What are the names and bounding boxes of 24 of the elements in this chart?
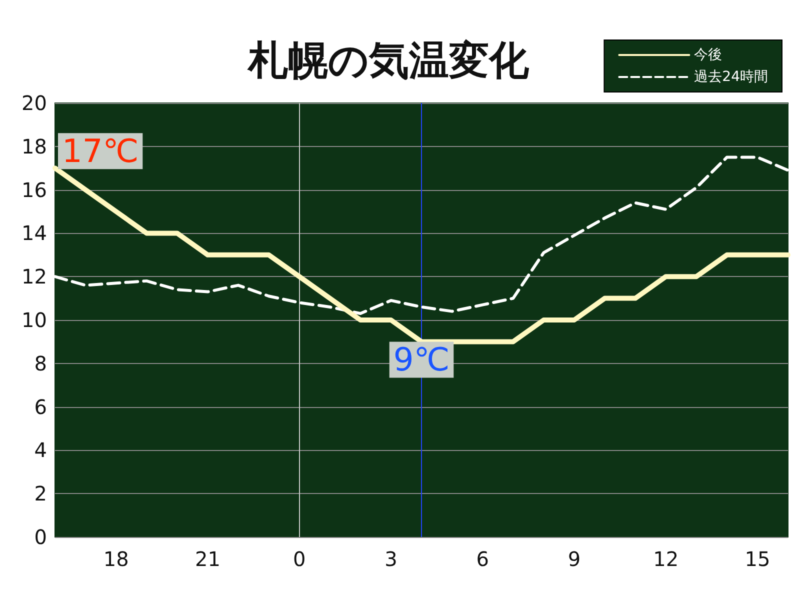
x-tick-label: 15: [744, 547, 770, 571]
x-tick-label: 3: [384, 547, 398, 571]
legend-label: 今後: [694, 47, 722, 63]
annotation: 9℃: [393, 340, 450, 379]
y-tick-label: 4: [34, 438, 47, 462]
x-tick-label: 12: [653, 547, 679, 571]
y-tick-label: 6: [34, 394, 47, 419]
y-tick-label: 0: [34, 525, 47, 549]
legend-label: 過去24時間: [694, 69, 768, 85]
x-tick-label: 18: [103, 547, 129, 571]
y-tick-label: 14: [22, 221, 47, 246]
y-tick-label: 20: [22, 91, 47, 115]
y-tick-label: 18: [22, 134, 47, 158]
x-tick-label: 6: [476, 547, 489, 571]
chart-title: 札幌の気温変化: [247, 38, 530, 84]
x-tick-label: 0: [292, 547, 306, 571]
annotation: 17℃: [62, 132, 139, 170]
y-tick-label: 2: [34, 482, 47, 506]
y-tick-label: 12: [22, 264, 47, 289]
y-tick-label: 10: [22, 308, 47, 332]
y-tick-label: 8: [34, 351, 47, 376]
y-tick-label: 16: [22, 178, 47, 202]
x-tick-label: 21: [194, 547, 220, 571]
x-tick-label: 9: [568, 547, 581, 571]
